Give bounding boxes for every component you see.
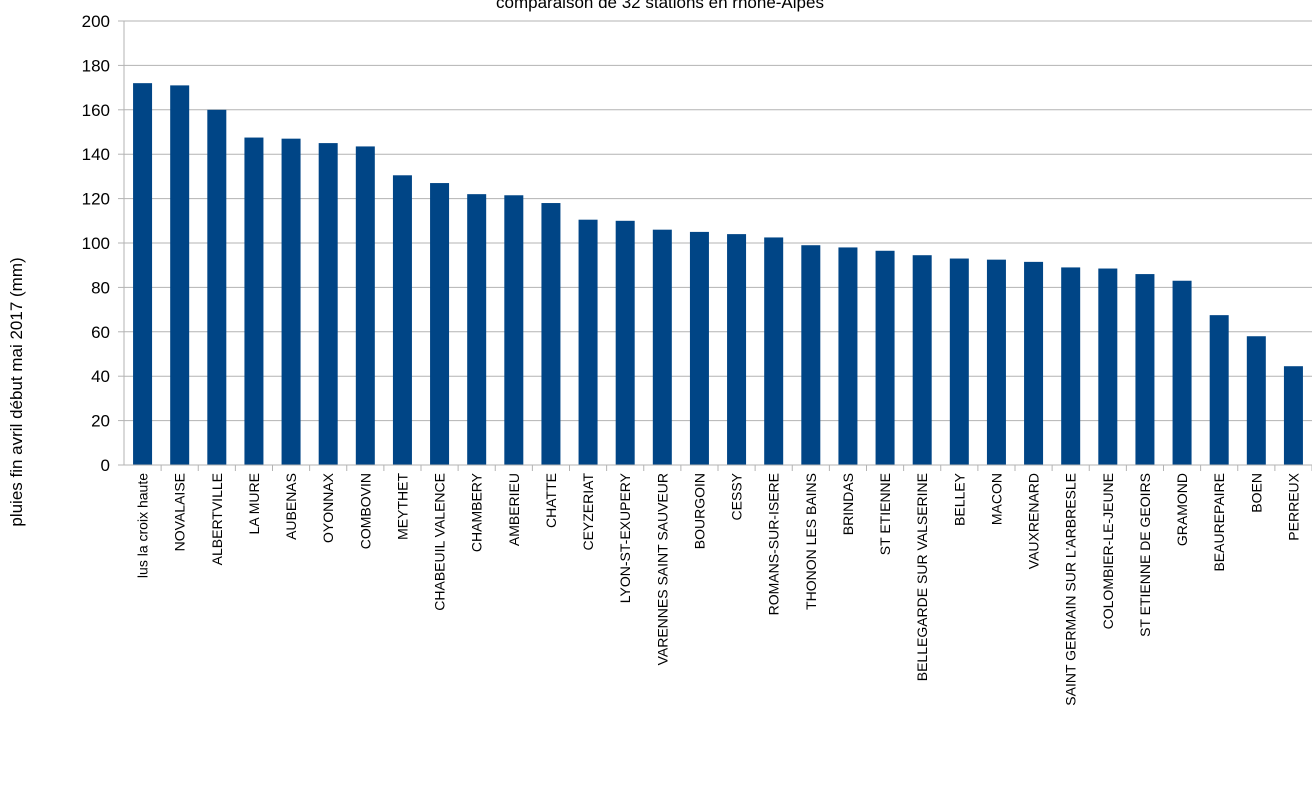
x-tick-labels: lus la croix haute NOVALAISE ALBERTVILLE LA… bbox=[135, 472, 1302, 705]
y-tick-label: 200 bbox=[82, 12, 110, 31]
y-tick-label: 100 bbox=[82, 234, 110, 253]
y-tick-label: 180 bbox=[82, 56, 110, 75]
x-tick-label: BRINDAS bbox=[840, 473, 856, 535]
bar bbox=[1209, 315, 1229, 465]
axes bbox=[118, 20, 1312, 471]
y-tick-label: 60 bbox=[91, 323, 110, 342]
bar bbox=[504, 195, 524, 465]
bar bbox=[689, 231, 709, 465]
bar bbox=[1061, 267, 1081, 465]
x-tick-label: ROMANS-SUR-ISERE bbox=[766, 473, 782, 615]
x-tick-label: CHABEUIL VALENCE bbox=[432, 473, 448, 611]
bar bbox=[318, 143, 338, 465]
x-tick-label: LYON-ST-EXUPERY bbox=[617, 472, 633, 603]
y-tick-label: 80 bbox=[91, 278, 110, 297]
bar bbox=[1246, 336, 1266, 465]
x-tick-label: VAUXRENARD bbox=[1026, 473, 1042, 569]
bar bbox=[281, 138, 301, 465]
x-tick-label: LA MURE bbox=[246, 473, 262, 534]
bar bbox=[244, 137, 264, 466]
gridlines bbox=[124, 20, 1312, 422]
chart-title: comparaison de 32 stations en rhône-Alpe… bbox=[496, 0, 824, 12]
x-tick-label: CHAMBERY bbox=[469, 472, 485, 552]
bar bbox=[727, 234, 747, 465]
x-tick-label: COMBOVIN bbox=[357, 473, 373, 549]
y-tick-label: 40 bbox=[91, 367, 110, 386]
bar bbox=[392, 175, 412, 466]
bar bbox=[615, 220, 635, 465]
x-tick-label: SAINT GERMAIN SUR L'ARBRESLE bbox=[1063, 473, 1079, 706]
bar bbox=[355, 146, 375, 465]
bar bbox=[912, 255, 932, 465]
x-tick-label: BELLEGARDE SUR VALSERINE bbox=[914, 473, 930, 681]
x-tick-label: AUBENAS bbox=[283, 473, 299, 540]
bar bbox=[467, 194, 487, 465]
bar bbox=[949, 258, 969, 465]
x-tick-label: AMBERIEU bbox=[506, 473, 522, 546]
y-tick-label: 160 bbox=[82, 101, 110, 120]
x-tick-label: ST ETIENNE bbox=[877, 473, 893, 555]
bar bbox=[541, 203, 561, 466]
y-tick-label: 0 bbox=[101, 456, 110, 475]
bar bbox=[207, 109, 227, 466]
bar bbox=[838, 247, 858, 465]
bar bbox=[801, 245, 821, 465]
y-tick-label: 20 bbox=[91, 412, 110, 431]
bar bbox=[652, 229, 672, 465]
x-tick-label: CESSY bbox=[729, 472, 745, 520]
y-tick-label: 140 bbox=[82, 145, 110, 164]
x-tick-label: CEYZERIAT bbox=[580, 473, 596, 551]
bar bbox=[1172, 280, 1192, 465]
bar bbox=[1024, 261, 1044, 465]
bar bbox=[430, 183, 450, 465]
x-tick-label: COLOMBIER-LE-JEUNE bbox=[1100, 473, 1116, 629]
bar bbox=[170, 85, 190, 465]
bar bbox=[1098, 268, 1118, 465]
x-tick-label: ALBERTVILLE bbox=[209, 473, 225, 565]
y-axis-label: pluies fin avril début mai 2017 (mm) bbox=[7, 257, 26, 526]
bar bbox=[986, 259, 1006, 465]
x-tick-label: VARENNES SAINT SAUVEUR bbox=[654, 473, 670, 665]
x-tick-label: ST ETIENNE DE GEOIRS bbox=[1137, 473, 1153, 637]
x-tick-label: NOVALAISE bbox=[172, 473, 188, 551]
x-tick-label: MACON bbox=[988, 473, 1004, 525]
bar bbox=[1283, 366, 1303, 465]
bar bbox=[1135, 274, 1155, 465]
x-tick-label: BOURGOIN bbox=[691, 473, 707, 549]
y-tick-label: 120 bbox=[82, 190, 110, 209]
bar bbox=[875, 250, 895, 465]
x-tick-label: lus la croix haute bbox=[135, 473, 151, 578]
x-tick-label: BEAUREPAIRE bbox=[1211, 473, 1227, 572]
x-tick-label: CHATTE bbox=[543, 473, 559, 528]
bars bbox=[133, 83, 1303, 466]
x-tick-label: PERREUX bbox=[1285, 472, 1301, 540]
x-tick-label: MEYTHET bbox=[394, 473, 410, 540]
bar bbox=[578, 219, 598, 465]
x-tick-label: OYONNAX bbox=[320, 472, 336, 543]
x-tick-label: GRAMOND bbox=[1174, 473, 1190, 546]
x-tick-label: BELLEY bbox=[951, 472, 967, 526]
x-tick-label: BOEN bbox=[1248, 473, 1264, 513]
bar bbox=[133, 83, 153, 465]
y-tick-labels: 0 20 40 60 80 100 120 140 160 180 200 bbox=[82, 12, 110, 475]
bar bbox=[764, 237, 784, 465]
x-tick-label: THONON LES BAINS bbox=[803, 473, 819, 610]
